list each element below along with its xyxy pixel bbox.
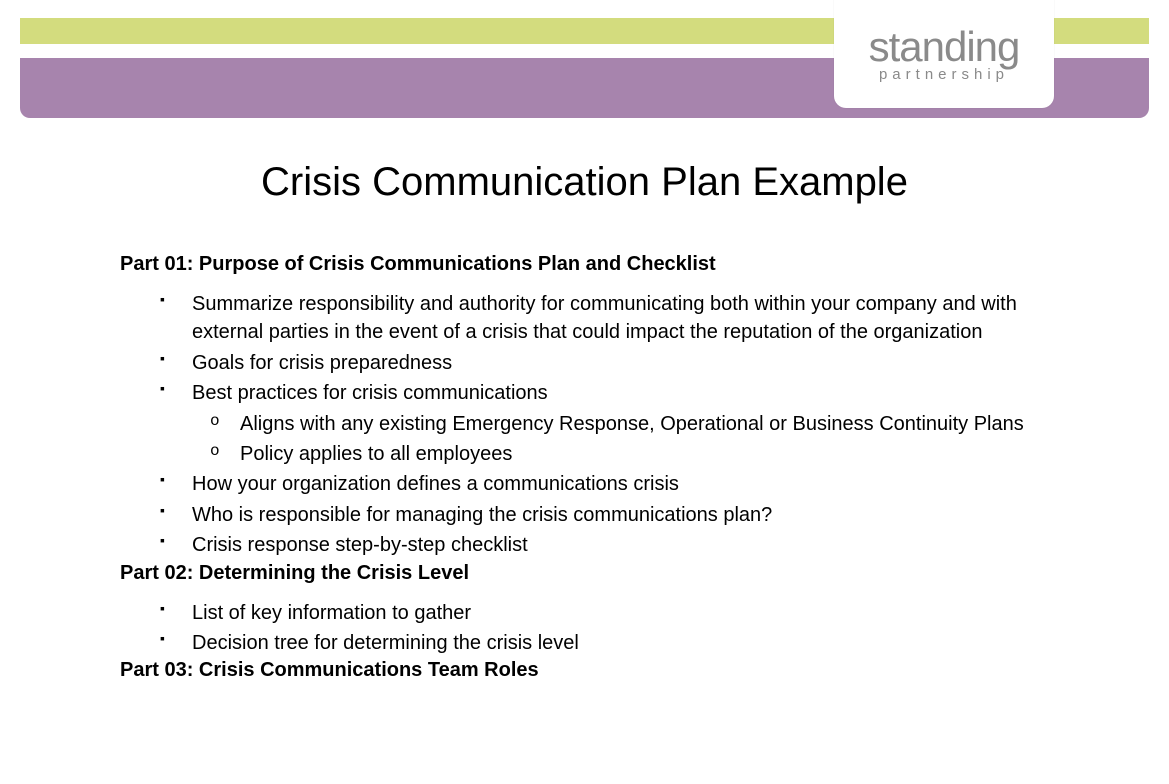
logo-main-text: standing <box>869 26 1020 68</box>
part-02: Part 02: Determining the Crisis Level Li… <box>120 562 1049 658</box>
header-banner: standing partnership <box>0 0 1169 130</box>
logo-sub-text: partnership <box>879 66 1009 83</box>
list-item: Crisis response step-by-step checklist <box>192 531 1049 559</box>
green-accent-bar-right <box>1059 18 1149 44</box>
list-item: Goals for crisis preparedness <box>192 349 1049 377</box>
sub-list-item: Aligns with any existing Emergency Respo… <box>240 410 1049 438</box>
logo-box: standing partnership <box>834 0 1054 108</box>
part-heading: Part 03: Crisis Communications Team Role… <box>120 659 1049 682</box>
document-content: Crisis Communication Plan Example Part 0… <box>0 130 1169 682</box>
list-item-text: Best practices for crisis communications <box>192 382 548 404</box>
part-heading: Part 01: Purpose of Crisis Communication… <box>120 253 1049 276</box>
bullet-list: List of key information to gather Decisi… <box>120 599 1049 658</box>
list-item: Decision tree for determining the crisis… <box>192 629 1049 657</box>
list-item: Who is responsible for managing the cris… <box>192 501 1049 529</box>
list-item: How your organization defines a communic… <box>192 470 1049 498</box>
sub-list-item: Policy applies to all employees <box>240 440 1049 468</box>
bullet-list: Summarize responsibility and authority f… <box>120 290 1049 560</box>
sub-list: Aligns with any existing Emergency Respo… <box>192 410 1049 469</box>
list-item: List of key information to gather <box>192 599 1049 627</box>
part-heading: Part 02: Determining the Crisis Level <box>120 562 1049 585</box>
part-03: Part 03: Crisis Communications Team Role… <box>120 659 1049 682</box>
part-01: Part 01: Purpose of Crisis Communication… <box>120 253 1049 560</box>
list-item: Best practices for crisis communications… <box>192 379 1049 468</box>
page-title: Crisis Communication Plan Example <box>120 160 1049 205</box>
list-item: Summarize responsibility and authority f… <box>192 290 1049 347</box>
